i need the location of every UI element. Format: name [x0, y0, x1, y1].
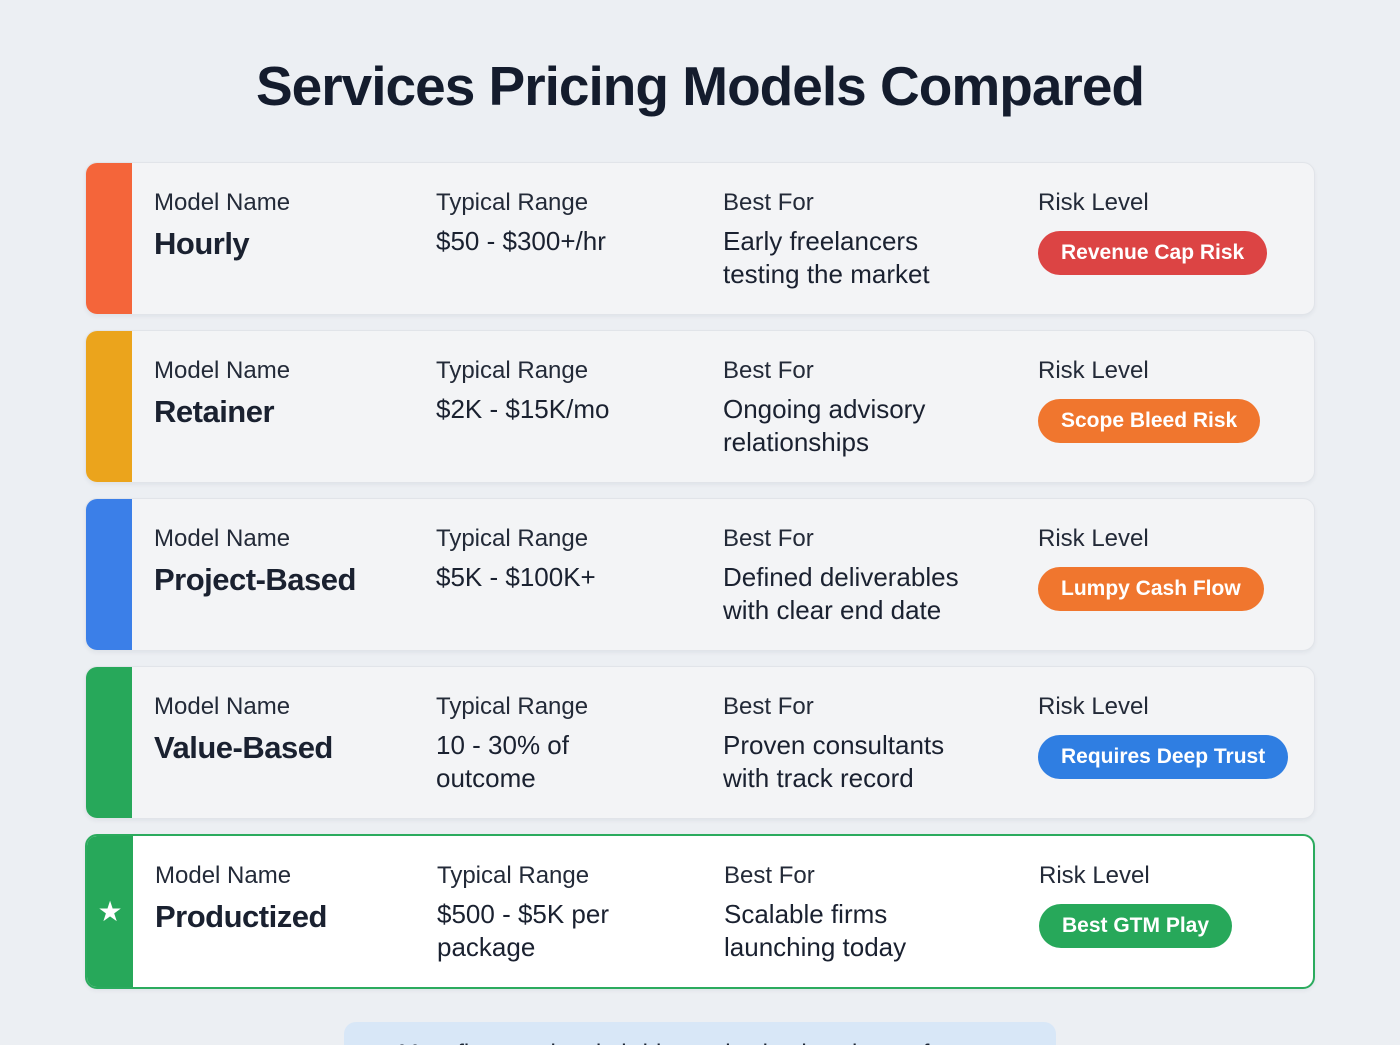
accent-bar	[86, 331, 132, 482]
best-for-label: Best For	[723, 693, 814, 720]
pricing-card-productized: ★ Model Name Productized Typical Range $…	[85, 834, 1315, 989]
risk-badge: Scope Bleed Risk	[1038, 399, 1261, 443]
best-for-column: Best For Defined deliverables with clear…	[723, 525, 1038, 626]
model-name-value: Value-Based	[154, 730, 333, 765]
risk-level-label: Risk Level	[1038, 525, 1149, 552]
typical-range-value: $2K - $15K/mo	[436, 394, 610, 424]
best-for-column: Best For Ongoing advisory relationships	[723, 357, 1038, 458]
model-name-label: Model Name	[154, 693, 291, 720]
page-title: Services Pricing Models Compared	[255, 55, 1145, 117]
pricing-card-retainer: Model Name Retainer Typical Range $2K - …	[85, 330, 1315, 483]
model-name-value: Hourly	[154, 226, 250, 261]
card-body: Model Name Hourly Typical Range $50 - $3…	[132, 163, 1314, 314]
best-for-label: Best For	[724, 862, 815, 889]
best-for-column: Best For Proven consultants with track r…	[723, 693, 1038, 794]
accent-bar	[86, 163, 132, 314]
best-for-column: Best For Early freelancers testing the m…	[723, 189, 1038, 290]
pricing-card-value-based: Model Name Value-Based Typical Range 10 …	[85, 666, 1315, 819]
accent-bar	[86, 499, 132, 650]
model-column: Model Name Productized	[155, 862, 437, 963]
star-icon: ★	[97, 895, 123, 927]
model-column: Model Name Value-Based	[154, 693, 436, 794]
best-for-label: Best For	[723, 357, 814, 384]
card-body: Model Name Productized Typical Range $50…	[133, 836, 1313, 987]
typical-range-label: Typical Range	[437, 862, 590, 889]
range-column: Typical Range $500 - $5K per package	[437, 862, 724, 963]
risk-column: Risk Level Requires Deep Trust	[1038, 693, 1294, 794]
typical-range-label: Typical Range	[436, 357, 589, 384]
hybrid-note: Most firms end up hybrid - productized p…	[344, 1022, 1056, 1045]
model-name-label: Model Name	[155, 862, 292, 889]
model-name-label: Model Name	[154, 189, 291, 216]
risk-level-label: Risk Level	[1038, 357, 1149, 384]
best-for-label: Best For	[723, 189, 814, 216]
range-column: Typical Range 10 - 30% of outcome	[436, 693, 723, 794]
best-for-value: Proven consultants with track record	[723, 730, 945, 793]
accent-bar	[86, 667, 132, 818]
risk-badge: Best GTM Play	[1039, 904, 1233, 948]
risk-column: Risk Level Lumpy Cash Flow	[1038, 525, 1294, 626]
risk-column: Risk Level Revenue Cap Risk	[1038, 189, 1294, 290]
typical-range-value: $500 - $5K per package	[437, 899, 610, 962]
range-column: Typical Range $2K - $15K/mo	[436, 357, 723, 458]
card-body: Model Name Project-Based Typical Range $…	[132, 499, 1314, 650]
best-for-column: Best For Scalable firms launching today	[724, 862, 1039, 963]
accent-bar: ★	[87, 836, 133, 987]
pricing-card-hourly: Model Name Hourly Typical Range $50 - $3…	[85, 162, 1315, 315]
risk-column: Risk Level Scope Bleed Risk	[1038, 357, 1294, 458]
model-name-value: Retainer	[154, 394, 275, 429]
risk-level-label: Risk Level	[1038, 189, 1149, 216]
model-column: Model Name Project-Based	[154, 525, 436, 626]
risk-badge: Revenue Cap Risk	[1038, 231, 1268, 275]
typical-range-label: Typical Range	[436, 189, 589, 216]
risk-level-label: Risk Level	[1038, 693, 1149, 720]
typical-range-label: Typical Range	[436, 693, 589, 720]
best-for-value: Early freelancers testing the market	[723, 226, 930, 289]
typical-range-label: Typical Range	[436, 525, 589, 552]
risk-badge: Requires Deep Trust	[1038, 735, 1289, 779]
range-column: Typical Range $5K - $100K+	[436, 525, 723, 626]
best-for-label: Best For	[723, 525, 814, 552]
range-column: Typical Range $50 - $300+/hr	[436, 189, 723, 290]
best-for-value: Scalable firms launching today	[724, 899, 907, 962]
model-name-value: Productized	[155, 899, 327, 934]
typical-range-value: $5K - $100K+	[436, 562, 596, 592]
model-name-value: Project-Based	[154, 562, 356, 597]
model-column: Model Name Hourly	[154, 189, 436, 290]
model-column: Model Name Retainer	[154, 357, 436, 458]
typical-range-value: $50 - $300+/hr	[436, 226, 606, 256]
best-for-value: Defined deliverables with clear end date	[723, 562, 959, 625]
risk-level-label: Risk Level	[1039, 862, 1150, 889]
risk-badge: Lumpy Cash Flow	[1038, 567, 1264, 611]
model-name-label: Model Name	[154, 525, 291, 552]
pricing-cards-list: Model Name Hourly Typical Range $50 - $3…	[85, 162, 1315, 989]
risk-column: Risk Level Best GTM Play	[1039, 862, 1293, 963]
typical-range-value: 10 - 30% of outcome	[436, 730, 569, 793]
card-body: Model Name Value-Based Typical Range 10 …	[132, 667, 1314, 818]
card-body: Model Name Retainer Typical Range $2K - …	[132, 331, 1314, 482]
model-name-label: Model Name	[154, 357, 291, 384]
best-for-value: Ongoing advisory relationships	[723, 394, 926, 457]
pricing-card-project-based: Model Name Project-Based Typical Range $…	[85, 498, 1315, 651]
